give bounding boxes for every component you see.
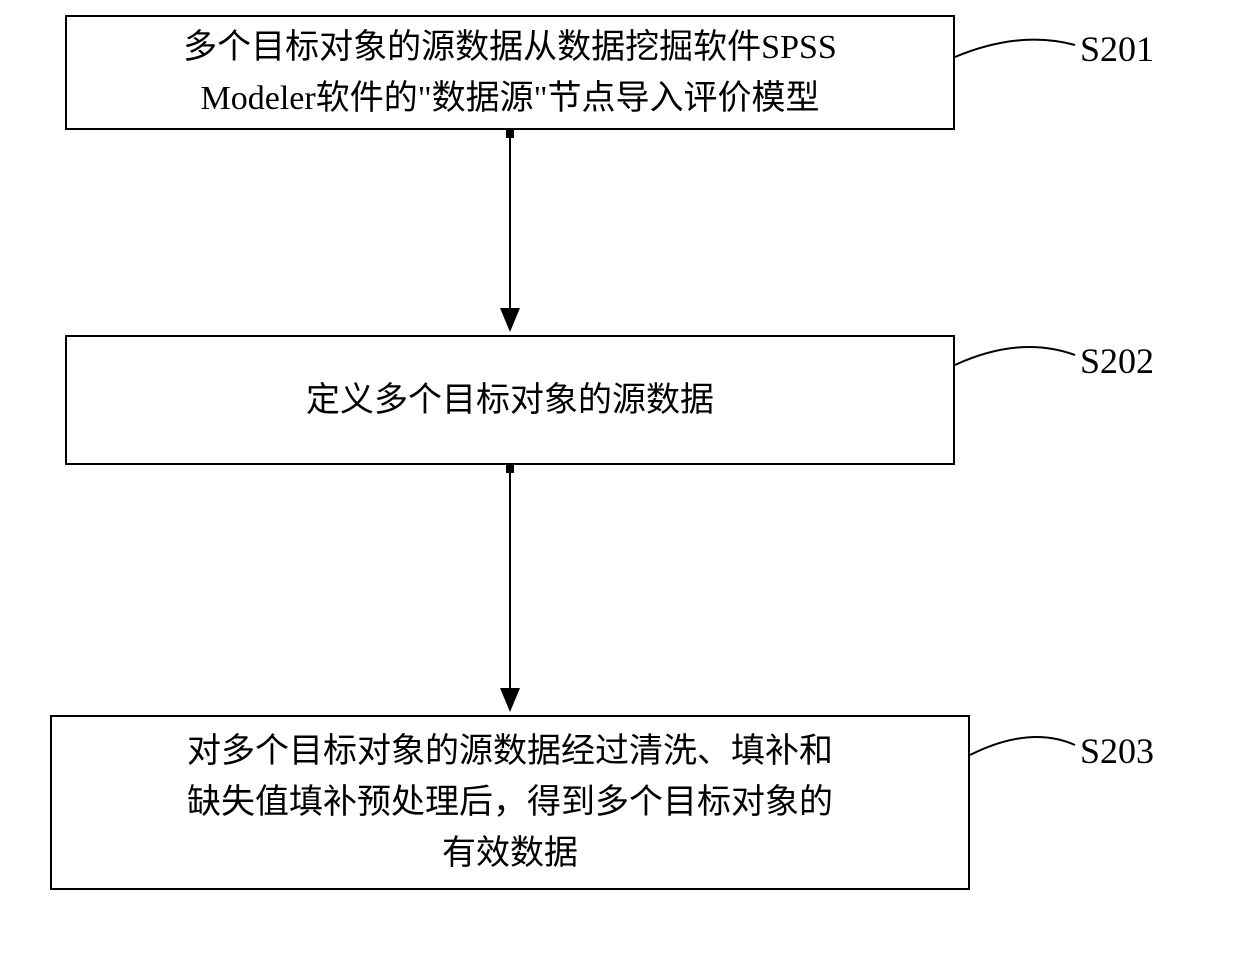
flow-node-s201: 多个目标对象的源数据从数据挖掘软件SPSS Modeler软件的"数据源"节点导… bbox=[65, 15, 955, 130]
flow-node-s203-text: 对多个目标对象的源数据经过清洗、填补和 缺失值填补预处理后，得到多个目标对象的 … bbox=[187, 726, 833, 879]
flow-label-s203: S203 bbox=[1080, 730, 1154, 772]
flow-label-s202: S202 bbox=[1080, 340, 1154, 382]
flow-node-s202-text: 定义多个目标对象的源数据 bbox=[306, 375, 714, 426]
flow-node-s203: 对多个目标对象的源数据经过清洗、填补和 缺失值填补预处理后，得到多个目标对象的 … bbox=[50, 715, 970, 890]
flow-node-s201-text: 多个目标对象的源数据从数据挖掘软件SPSS Modeler软件的"数据源"节点导… bbox=[183, 22, 837, 124]
flowchart-container: 多个目标对象的源数据从数据挖掘软件SPSS Modeler软件的"数据源"节点导… bbox=[0, 0, 1240, 959]
flow-label-s201: S201 bbox=[1080, 28, 1154, 70]
flow-node-s202: 定义多个目标对象的源数据 bbox=[65, 335, 955, 465]
